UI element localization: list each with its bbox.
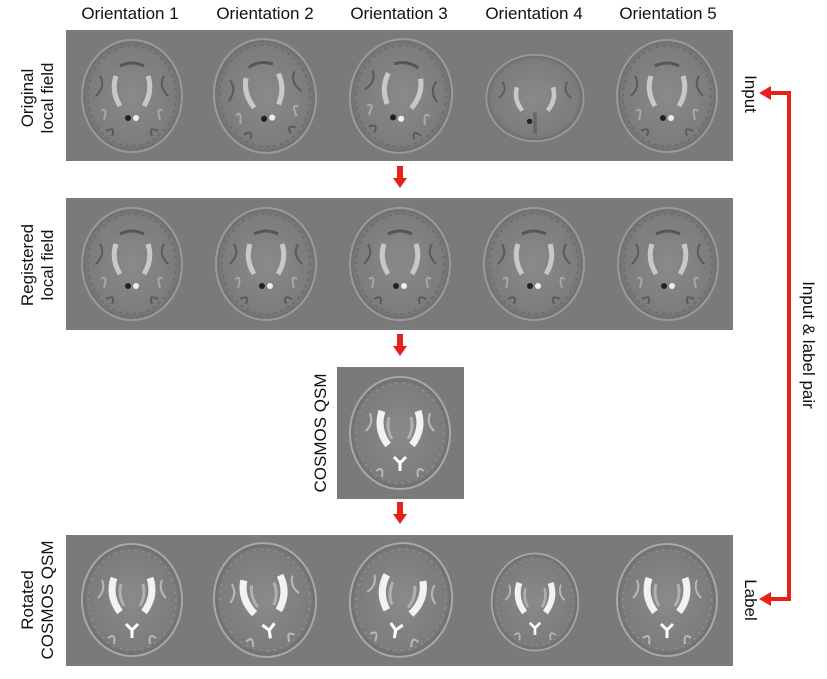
row-label-rotated-line2: COSMOS QSM xyxy=(38,540,57,660)
brain-slice-original-4 xyxy=(477,44,593,152)
brain-slice-registered-4 xyxy=(478,204,590,324)
row-label-original-line1: Original xyxy=(18,68,37,128)
bracket-connector xyxy=(759,86,791,606)
brain-slice-original-5 xyxy=(611,34,723,158)
row-label-cosmos-line1: COSMOS QSM xyxy=(311,373,330,493)
column-header-orientation-1: Orientation 1 xyxy=(81,4,179,23)
brain-slice-rotated-2 xyxy=(208,538,322,662)
brain-slice-registered-1 xyxy=(76,204,188,324)
column-header-orientation-5: Orientation 5 xyxy=(619,4,717,23)
brain-slice-rotated-3 xyxy=(344,538,458,662)
brain-slice-registered-2 xyxy=(210,204,322,324)
brain-slice-original-1 xyxy=(76,36,188,156)
column-header-orientation-2: Orientation 2 xyxy=(216,4,314,23)
brain-slice-rotated-1 xyxy=(76,540,188,660)
column-header-orientation-3: Orientation 3 xyxy=(350,4,448,23)
brain-slice-original-2 xyxy=(208,34,322,158)
brain-slice-original-3 xyxy=(344,34,458,158)
column-header-orientation-4: Orientation 4 xyxy=(485,4,583,23)
row-label-registered-line1: Registered xyxy=(18,223,37,307)
row-label-original-line2: local field xyxy=(38,62,57,134)
brain-slice-cosmos-qsm xyxy=(344,373,456,493)
brain-slice-registered-5 xyxy=(612,204,724,324)
brain-slice-registered-3 xyxy=(344,204,456,324)
right-label-pair-text: Input & label pair xyxy=(799,281,818,409)
row-label-registered-line2: local field xyxy=(38,229,57,301)
row-label-rotated-line1: Rotated xyxy=(18,570,37,630)
brain-slice-rotated-4 xyxy=(477,550,593,654)
brain-slice-rotated-5 xyxy=(611,538,723,662)
